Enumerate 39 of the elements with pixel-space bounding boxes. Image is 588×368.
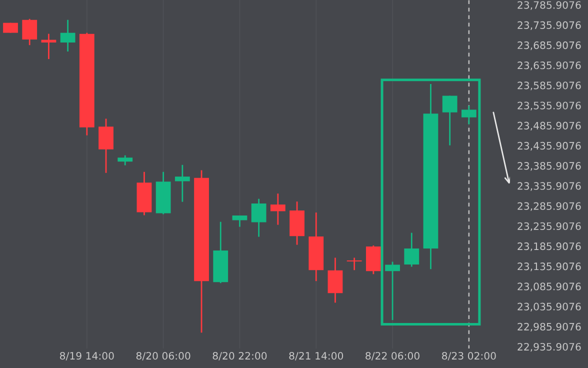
x-tick-label: 8/19 14:00 <box>60 352 114 360</box>
y-tick-label: 22,985.9076 <box>518 322 581 332</box>
y-tick-label: 23,635.9076 <box>518 62 581 70</box>
y-tick-label: 23,285.9076 <box>518 202 581 211</box>
candlestick <box>232 214 248 228</box>
candlestick <box>118 154 133 166</box>
candlestick <box>251 198 266 238</box>
y-tick-label: 23,335.9076 <box>518 182 581 191</box>
y-tick-label: 23,435.9076 <box>518 142 581 151</box>
candlestick <box>346 257 362 271</box>
candlestick <box>328 257 343 304</box>
x-tick-label: 8/21 14:00 <box>289 352 344 360</box>
x-tick-label: 8/23 02:00 <box>442 352 496 360</box>
candlestick <box>385 261 400 321</box>
y-tick-label: 23,185.9076 <box>518 242 581 252</box>
y-tick-label: 23,085.9076 <box>518 282 581 292</box>
candlestick <box>461 105 476 126</box>
y-tick-label: 23,535.9076 <box>518 102 581 110</box>
y-tick-label: 23,485.9076 <box>518 122 581 131</box>
y-tick-label: 23,585.9076 <box>518 82 581 90</box>
x-tick-label: 8/22 06:00 <box>366 352 420 360</box>
x-tick-label: 8/20 22:00 <box>212 352 267 360</box>
y-tick-label: 23,385.9076 <box>518 162 581 171</box>
candlestick <box>442 95 458 146</box>
candlestick <box>404 232 420 268</box>
y-tick-label: 23,735.9076 <box>518 21 581 30</box>
candlestick <box>174 164 190 203</box>
candlestick <box>270 192 286 226</box>
y-tick-label: 23,685.9076 <box>518 41 581 50</box>
x-tick-label: 8/20 06:00 <box>136 352 190 360</box>
candlestick <box>41 33 56 60</box>
candlestick <box>22 18 38 46</box>
y-tick-label: 23,235.9076 <box>518 222 581 232</box>
candlestick <box>98 118 114 174</box>
y-tick-label: 23,035.9076 <box>518 302 581 312</box>
candlestick <box>60 19 76 52</box>
y-tick-label: 23,135.9076 <box>518 262 581 272</box>
y-tick-label: 22,935.9076 <box>518 342 581 352</box>
y-tick-label: 23,785.9076 <box>518 1 581 10</box>
